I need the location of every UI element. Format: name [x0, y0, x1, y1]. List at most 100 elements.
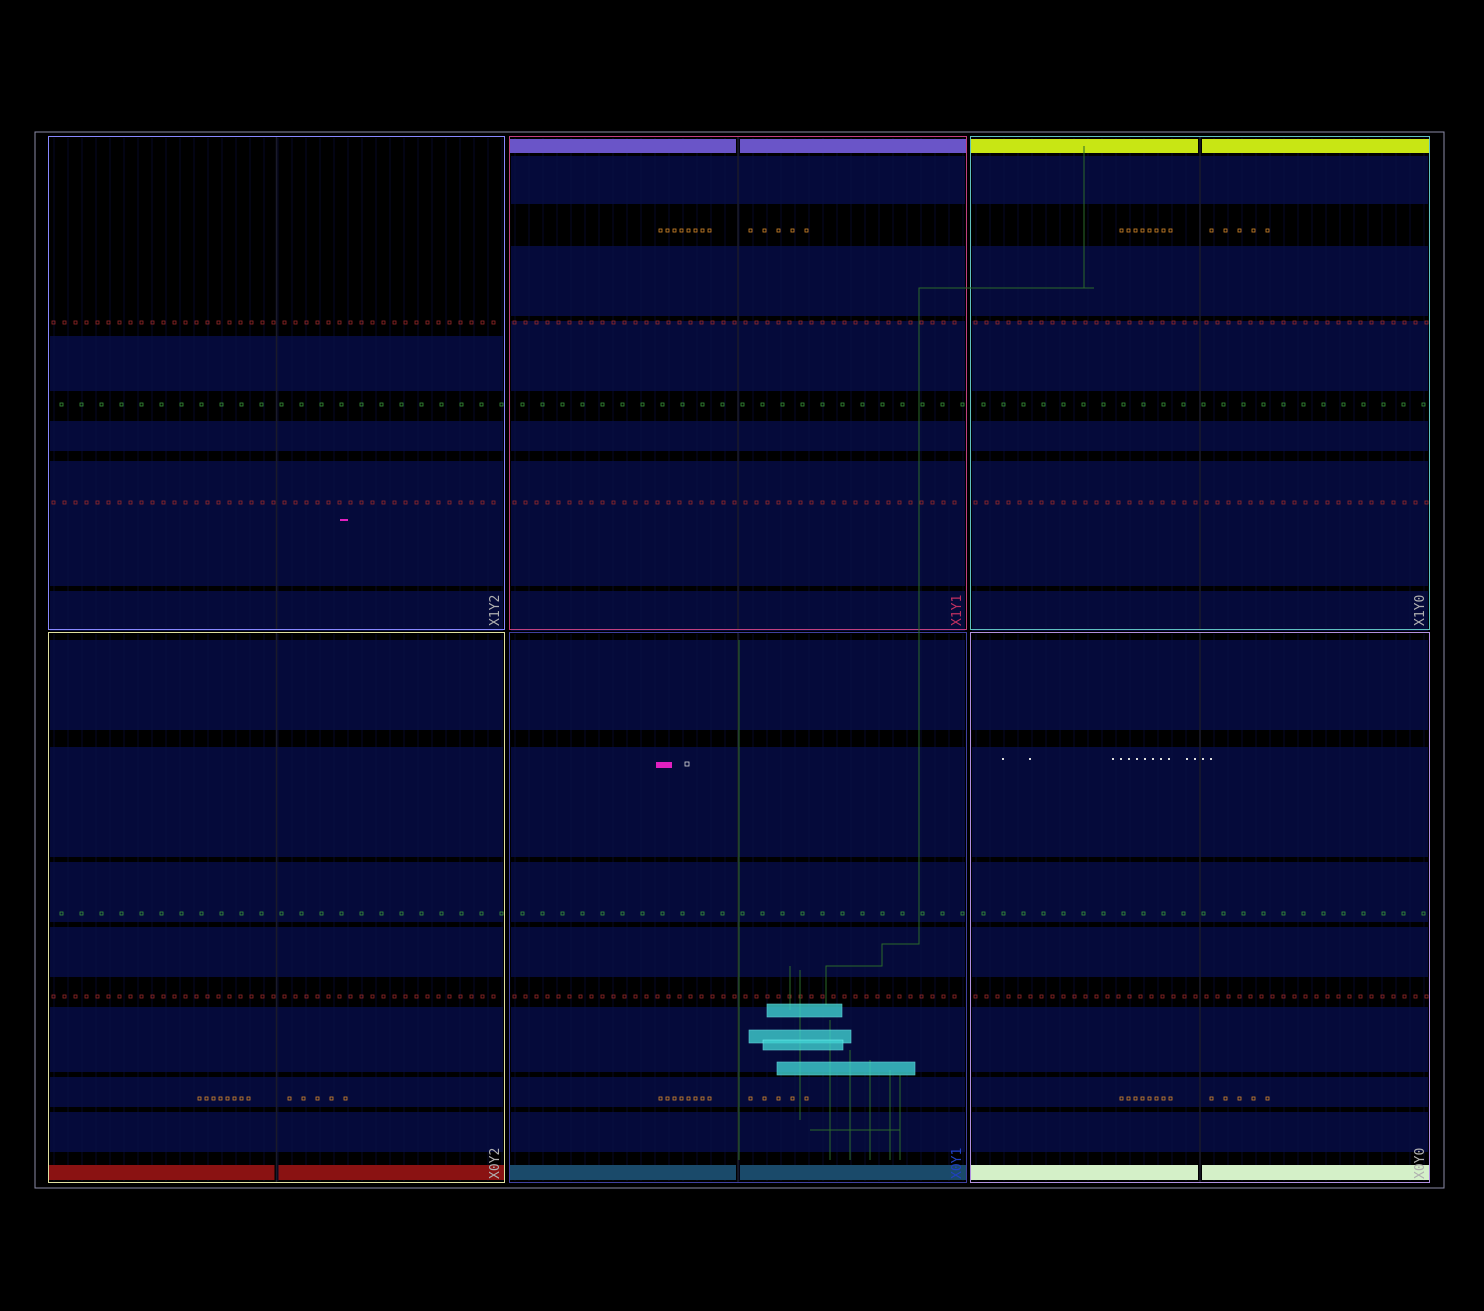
ram-site[interactable] — [534, 500, 539, 505]
ram-site[interactable] — [458, 500, 463, 505]
dsp-site[interactable] — [820, 911, 825, 916]
placed-cell-group[interactable] — [762, 1039, 844, 1051]
io-site[interactable] — [1251, 1096, 1256, 1101]
ram-site[interactable] — [897, 994, 902, 999]
ram-site[interactable] — [765, 320, 770, 325]
ram-site[interactable] — [1050, 994, 1055, 999]
ram-site[interactable] — [1127, 994, 1132, 999]
dsp-site[interactable] — [1081, 911, 1086, 916]
dsp-site[interactable] — [981, 911, 986, 916]
ram-site[interactable] — [1424, 320, 1429, 325]
ram-site[interactable] — [51, 320, 56, 325]
ram-site[interactable] — [1347, 994, 1352, 999]
dsp-site[interactable] — [1161, 402, 1166, 407]
ram-site[interactable] — [205, 500, 210, 505]
dsp-site[interactable] — [1161, 911, 1166, 916]
io-site[interactable] — [1119, 1096, 1124, 1101]
ram-site[interactable] — [809, 320, 814, 325]
ram-site[interactable] — [304, 500, 309, 505]
io-site[interactable] — [1251, 228, 1256, 233]
ram-site[interactable] — [326, 994, 331, 999]
ram-site[interactable] — [919, 500, 924, 505]
dsp-site[interactable] — [1201, 402, 1206, 407]
ram-site[interactable] — [304, 320, 309, 325]
dsp-site[interactable] — [520, 402, 525, 407]
ram-site[interactable] — [95, 500, 100, 505]
ram-site[interactable] — [260, 320, 265, 325]
ram-site[interactable] — [1193, 994, 1198, 999]
ram-site[interactable] — [1314, 994, 1319, 999]
io-site[interactable] — [1140, 1096, 1145, 1101]
ram-site[interactable] — [853, 994, 858, 999]
ram-site[interactable] — [1248, 320, 1253, 325]
ram-site[interactable] — [491, 994, 496, 999]
ram-site[interactable] — [1105, 500, 1110, 505]
ram-site[interactable] — [1336, 320, 1341, 325]
ram-site[interactable] — [611, 994, 616, 999]
dsp-site[interactable] — [1001, 402, 1006, 407]
io-marker[interactable] — [1160, 758, 1162, 760]
ram-site[interactable] — [677, 994, 682, 999]
ram-site[interactable] — [1303, 500, 1308, 505]
ram-site[interactable] — [480, 994, 485, 999]
ram-site[interactable] — [315, 500, 320, 505]
dsp-site[interactable] — [640, 402, 645, 407]
ram-site[interactable] — [1314, 320, 1319, 325]
ram-site[interactable] — [106, 320, 111, 325]
ram-site[interactable] — [776, 500, 781, 505]
ram-site[interactable] — [600, 500, 605, 505]
ram-site[interactable] — [776, 320, 781, 325]
ram-site[interactable] — [1380, 500, 1385, 505]
io-site[interactable] — [748, 228, 753, 233]
dsp-site[interactable] — [680, 911, 685, 916]
ram-site[interactable] — [941, 500, 946, 505]
ram-site[interactable] — [897, 500, 902, 505]
ram-site[interactable] — [1160, 994, 1165, 999]
dsp-site[interactable] — [419, 911, 424, 916]
dsp-site[interactable] — [1001, 911, 1006, 916]
ram-site[interactable] — [567, 320, 572, 325]
ram-site[interactable] — [95, 994, 100, 999]
ram-site[interactable] — [1259, 994, 1264, 999]
dsp-site[interactable] — [359, 402, 364, 407]
ram-site[interactable] — [1215, 320, 1220, 325]
dsp-site[interactable] — [319, 402, 324, 407]
io-site[interactable] — [1237, 228, 1242, 233]
ram-site[interactable] — [1006, 320, 1011, 325]
io-marker[interactable] — [1136, 758, 1138, 760]
dsp-site[interactable] — [1021, 402, 1026, 407]
ram-site[interactable] — [732, 500, 737, 505]
io-site[interactable] — [776, 228, 781, 233]
ram-site[interactable] — [1028, 500, 1033, 505]
io-site[interactable] — [748, 1096, 753, 1101]
dsp-site[interactable] — [1221, 911, 1226, 916]
ram-site[interactable] — [534, 994, 539, 999]
ram-site[interactable] — [150, 500, 155, 505]
ram-site[interactable] — [732, 994, 737, 999]
ram-site[interactable] — [62, 994, 67, 999]
ram-site[interactable] — [644, 500, 649, 505]
dsp-site[interactable] — [419, 402, 424, 407]
bank-bar-right[interactable] — [278, 1165, 505, 1180]
selected-cell[interactable] — [340, 519, 348, 521]
dsp-site[interactable] — [499, 402, 504, 407]
ram-site[interactable] — [480, 500, 485, 505]
dsp-site[interactable] — [379, 911, 384, 916]
dsp-site[interactable] — [439, 402, 444, 407]
ram-site[interactable] — [776, 994, 781, 999]
io-site[interactable] — [804, 1096, 809, 1101]
placed-cell-group[interactable] — [766, 1003, 843, 1018]
ram-site[interactable] — [304, 994, 309, 999]
dsp-site[interactable] — [1021, 911, 1026, 916]
ram-site[interactable] — [1413, 994, 1418, 999]
ram-site[interactable] — [161, 500, 166, 505]
io-marker[interactable] — [1194, 758, 1196, 760]
dsp-site[interactable] — [1141, 402, 1146, 407]
dsp-site[interactable] — [59, 911, 64, 916]
dsp-site[interactable] — [580, 911, 585, 916]
ram-site[interactable] — [611, 320, 616, 325]
ram-site[interactable] — [117, 994, 122, 999]
ram-site[interactable] — [622, 320, 627, 325]
dsp-site[interactable] — [79, 402, 84, 407]
